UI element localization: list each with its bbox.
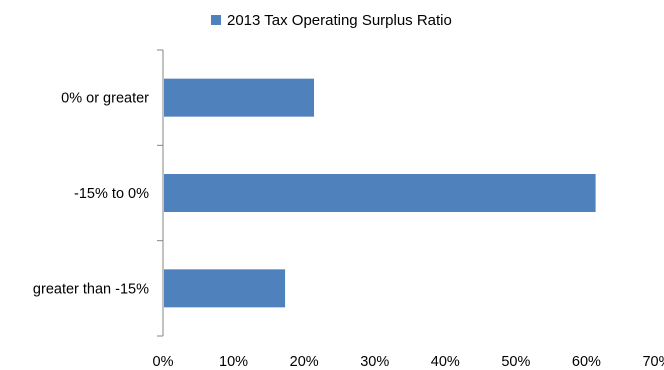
- legend-label: 2013 Tax Operating Surplus Ratio: [227, 11, 452, 29]
- bar: [164, 174, 596, 212]
- x-tick-label: 0%: [153, 354, 174, 370]
- legend-swatch: [211, 15, 221, 25]
- bar: [164, 78, 315, 117]
- y-tick-label: greater than -15%: [33, 281, 149, 297]
- x-tick-label: 30%: [360, 354, 389, 370]
- x-tick-label: 50%: [501, 354, 530, 370]
- x-tick-label: 60%: [572, 354, 601, 370]
- x-tick-label: 70%: [642, 354, 664, 370]
- x-tick-label: 10%: [219, 354, 248, 370]
- y-tick-label: -15% to 0%: [74, 186, 149, 202]
- legend: 2013 Tax Operating Surplus Ratio: [211, 10, 452, 30]
- x-tick-label: 40%: [431, 354, 460, 370]
- x-tick-label: 20%: [290, 354, 319, 370]
- y-tick-label: 0% or greater: [61, 91, 149, 107]
- bar: [164, 269, 286, 308]
